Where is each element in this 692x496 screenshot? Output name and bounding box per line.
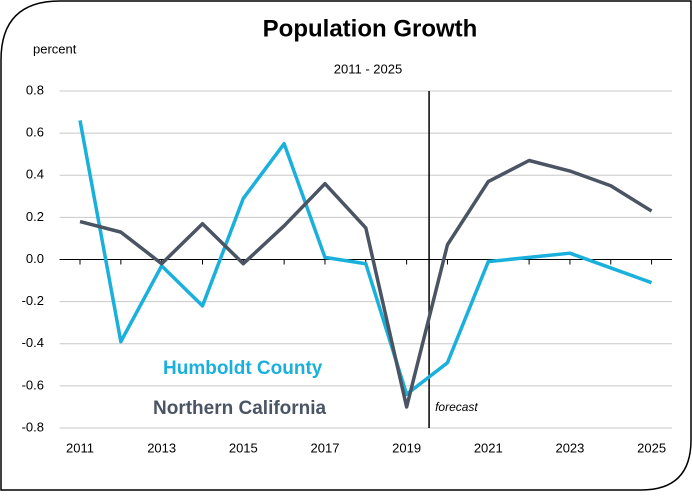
y-tick-label: 0.8 xyxy=(26,82,44,97)
chart-subtitle: 2011 - 2025 xyxy=(334,61,402,76)
y-tick-label: 0.4 xyxy=(26,167,44,182)
y-tick-label: 0.2 xyxy=(26,209,44,224)
x-tick-label: 2023 xyxy=(555,440,584,455)
y-tick-label: 0.6 xyxy=(26,125,44,140)
x-tick-label: 2013 xyxy=(147,440,176,455)
legend-entry: Northern California xyxy=(153,398,327,419)
x-tick-label: 2025 xyxy=(637,440,666,455)
y-tick-label: -0.2 xyxy=(22,293,44,308)
x-tick-label: 2015 xyxy=(229,440,258,455)
legend-entry: Humboldt County xyxy=(163,358,323,379)
annotation: forecast xyxy=(435,400,478,414)
y-axis-label: percent xyxy=(33,41,77,56)
x-tick-label: 2011 xyxy=(66,440,94,455)
chart-title: Population Growth xyxy=(263,15,478,42)
y-tick-label: -0.6 xyxy=(22,377,44,392)
x-tick-label: 2017 xyxy=(311,440,340,455)
y-tick-label: -0.4 xyxy=(22,335,44,350)
y-tick-label: -0.8 xyxy=(22,419,44,434)
series-line xyxy=(78,120,653,397)
x-tick-label: 2019 xyxy=(392,440,421,455)
x-tick-label: 2021 xyxy=(474,440,503,455)
y-tick-label: 0.0 xyxy=(26,251,44,266)
series-line xyxy=(79,158,653,409)
